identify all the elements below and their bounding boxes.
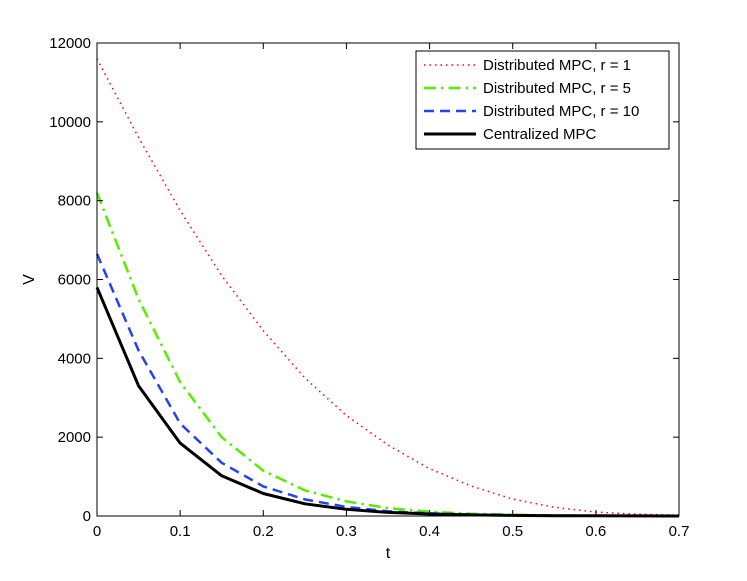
series-line-1: [96, 58, 680, 516]
x-tick-label: 0.1: [170, 523, 191, 540]
legend-label-1: Distributed MPC, r = 1: [483, 57, 631, 74]
x-tick-label: 0: [93, 523, 101, 540]
legend-box: [415, 50, 670, 150]
x-tick-label: 0.3: [336, 523, 357, 540]
y-tick-label: 0: [83, 508, 91, 525]
axis-ticks: 0 0.1 0.2 0.3 0.4 0.5 0.6 0.7 0 2000 4000 6000 8000 1…: [49, 35, 689, 540]
legend-label-3: Distributed MPC, r = 10: [483, 103, 639, 120]
legend-label-2: Distributed MPC, r = 5: [483, 80, 631, 97]
y-tick-label: 6000: [58, 272, 91, 289]
x-tick-label: 0.6: [585, 523, 606, 540]
series-line-3: [95, 253, 680, 518]
y-tick-label: 2000: [58, 429, 91, 446]
series-line-4: [95, 286, 680, 518]
x-tick-label: 0.7: [669, 523, 690, 540]
x-axis-label: t: [386, 545, 391, 562]
y-tick-label: 12000: [49, 35, 91, 52]
legend: Distributed MPC, r = 1 Distributed MPC, r…: [415, 50, 670, 150]
x-tick-label: 0.4: [419, 523, 440, 540]
y-tick-label: 4000: [58, 350, 91, 367]
x-tick-label: 0.2: [253, 523, 274, 540]
y-axis-label: V: [21, 274, 38, 285]
legend-label-4: Centralized MPC: [483, 126, 597, 143]
x-tick-label: 0.5: [502, 523, 523, 540]
y-tick-label: 8000: [58, 193, 91, 210]
series-line-2: [95, 192, 680, 518]
y-tick-label: 10000: [49, 114, 91, 131]
